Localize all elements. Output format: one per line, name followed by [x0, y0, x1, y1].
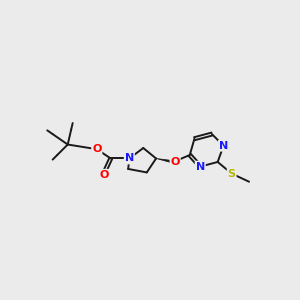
Text: N: N: [219, 141, 228, 151]
Text: S: S: [228, 169, 236, 178]
Text: O: O: [99, 170, 109, 180]
Text: N: N: [125, 154, 134, 164]
Text: N: N: [196, 162, 205, 172]
Text: O: O: [92, 144, 101, 154]
Polygon shape: [156, 158, 174, 163]
Text: O: O: [170, 157, 180, 167]
